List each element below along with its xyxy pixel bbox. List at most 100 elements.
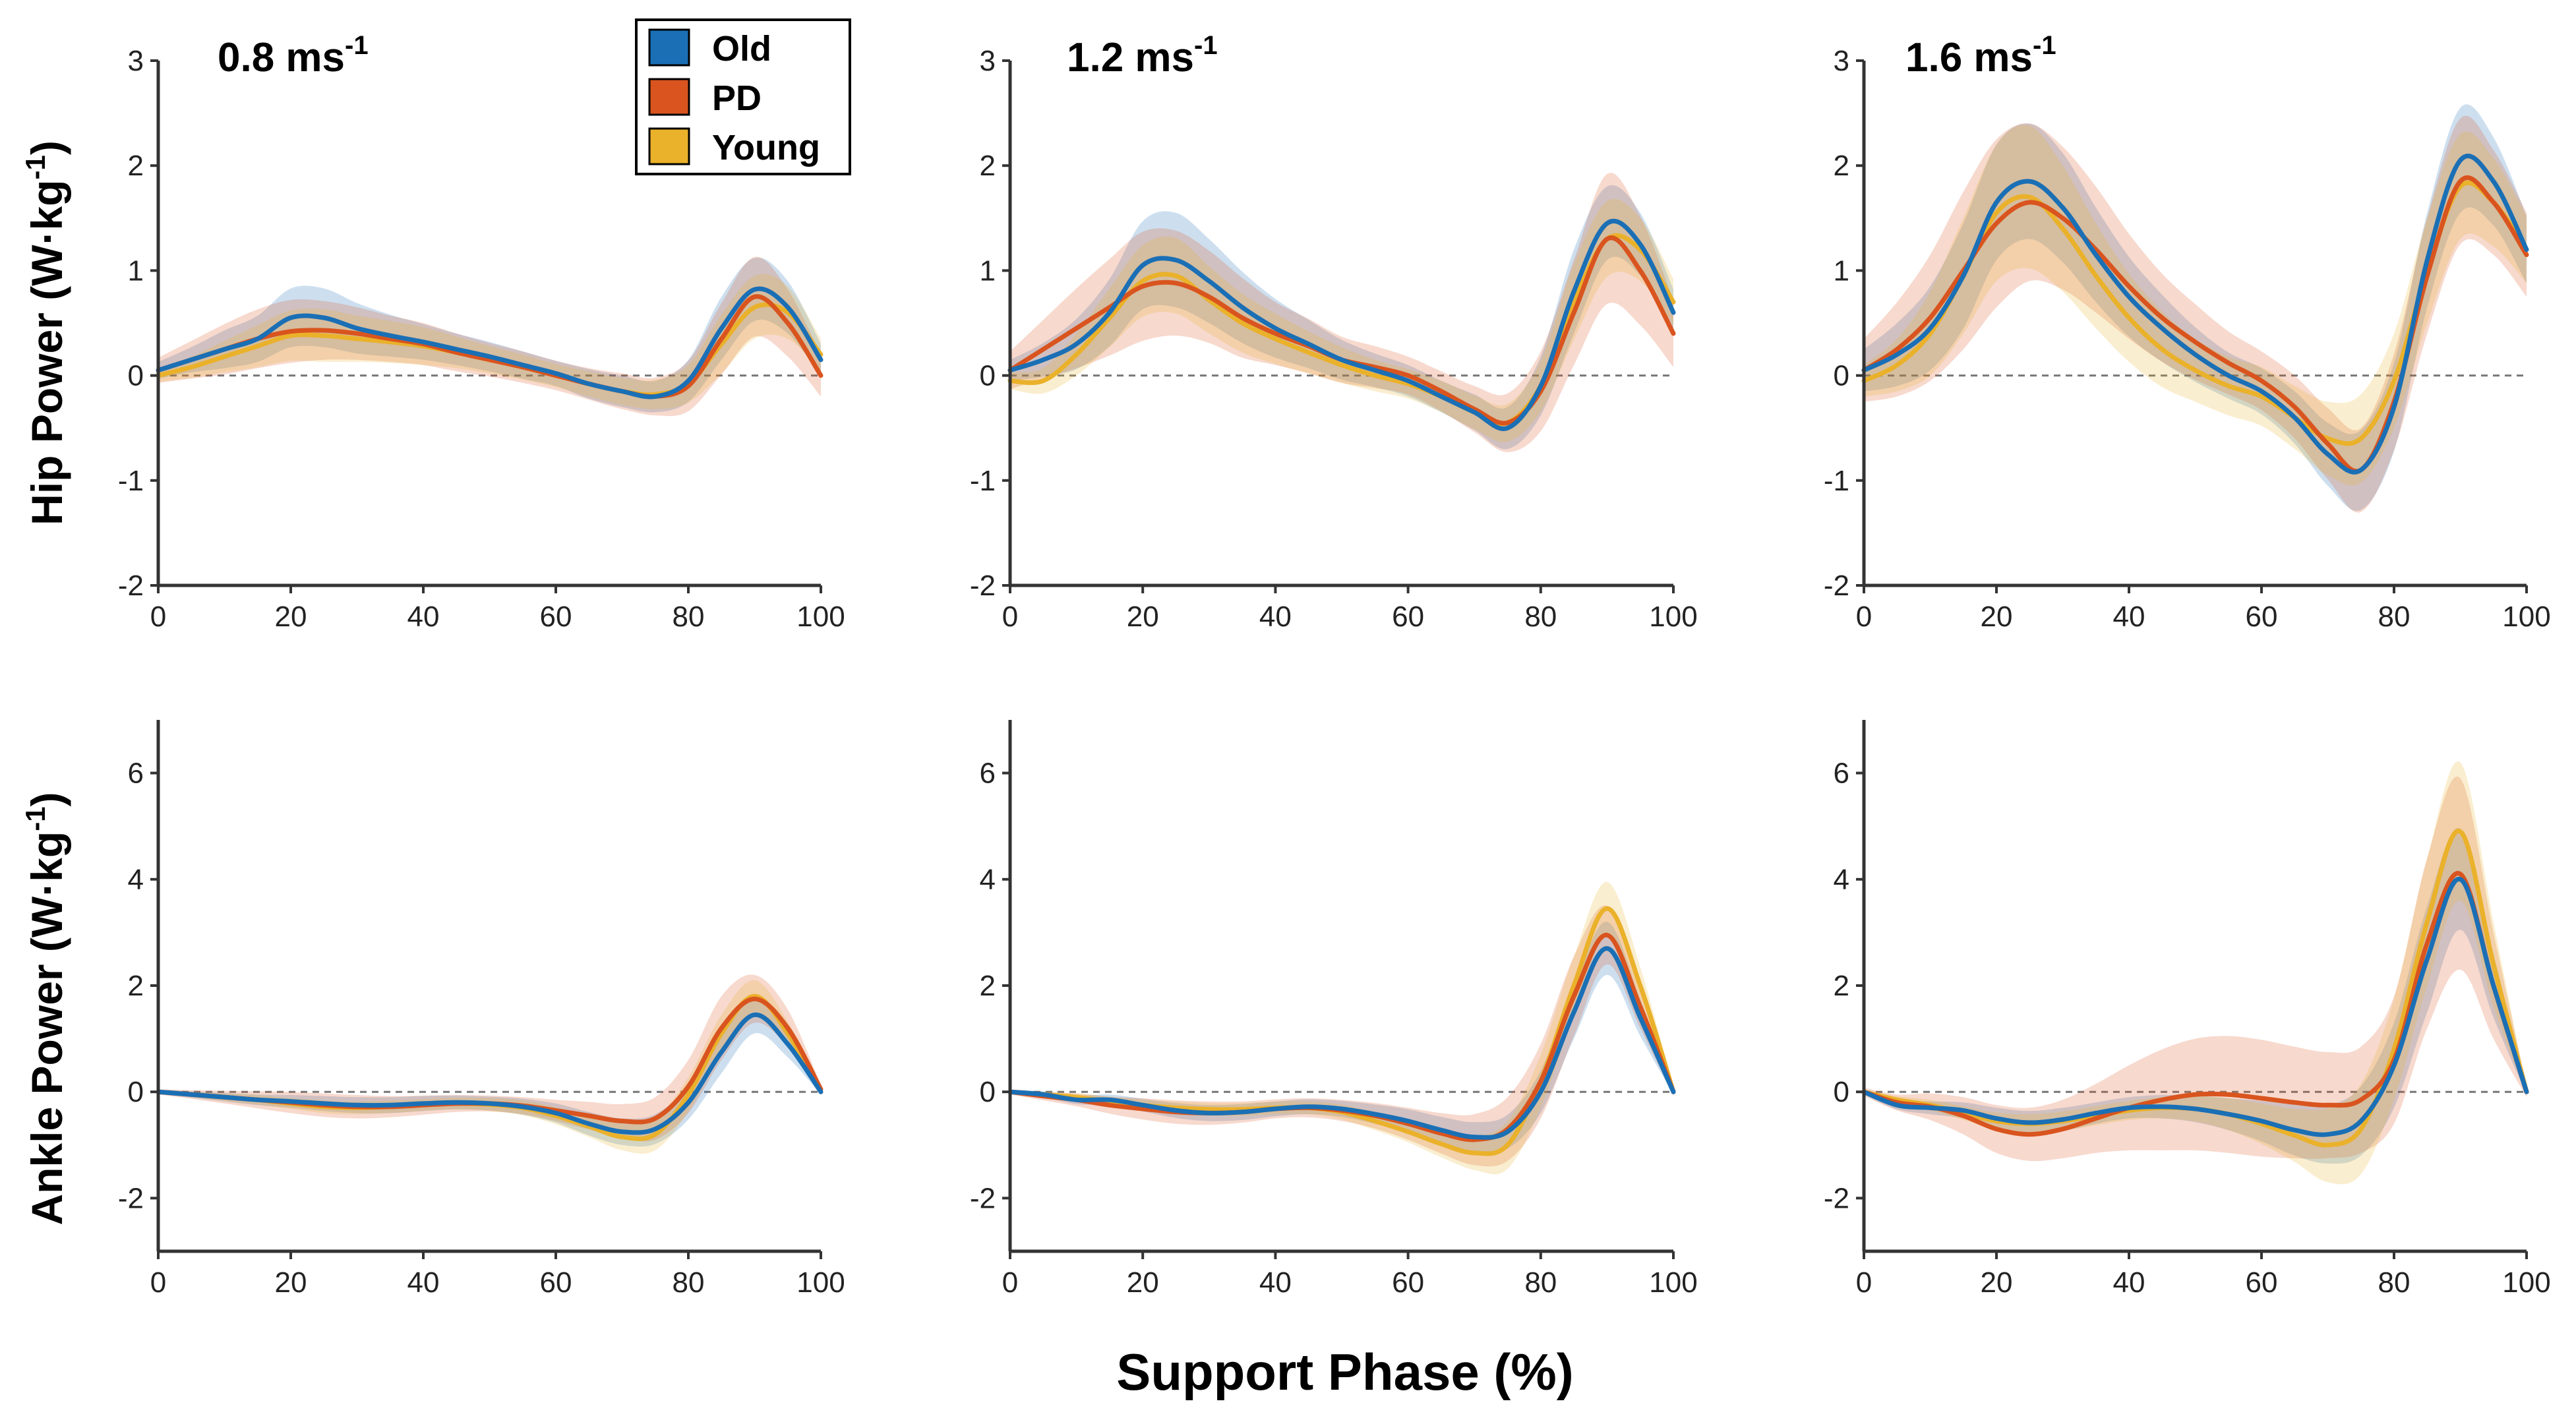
x-tick-label: 40 xyxy=(2113,601,2145,633)
line-old xyxy=(1007,946,1676,1140)
x-tick-label: 20 xyxy=(1127,601,1159,633)
row-label-hip: Hip Power (W·kg-1) xyxy=(20,140,71,525)
x-tick-label: 0 xyxy=(1002,601,1018,633)
x-tick-label: 100 xyxy=(1649,1266,1697,1299)
x-tick-label: 100 xyxy=(796,601,845,633)
y-tick-label: -2 xyxy=(118,1182,144,1214)
x-tick-label: 80 xyxy=(2378,601,2411,633)
legend-swatch-pd xyxy=(648,78,690,116)
band-pd xyxy=(1864,115,2527,513)
x-tick-label: 60 xyxy=(2246,1266,2278,1299)
legend-swatch-old xyxy=(648,28,690,67)
x-tick-label: 0 xyxy=(1856,1266,1872,1299)
y-tick-label: 6 xyxy=(128,757,144,790)
y-tick-label: -2 xyxy=(1824,1182,1849,1214)
x-tick-label: 40 xyxy=(407,601,440,633)
y-tick-label: -2 xyxy=(970,570,996,602)
legend-label-young: Young xyxy=(712,128,820,167)
y-tick-label: 0 xyxy=(1834,360,1849,392)
x-tick-label: 20 xyxy=(275,601,307,633)
band-old xyxy=(1010,185,1673,450)
x-axis-title: Support Phase (%) xyxy=(1116,1343,1573,1401)
x-tick-label: 80 xyxy=(673,1266,705,1299)
y-tick-label: -2 xyxy=(1824,570,1849,602)
y-tick-label: 2 xyxy=(128,970,144,1002)
x-tick-label: 40 xyxy=(2113,1266,2145,1299)
y-tick-label: 4 xyxy=(1834,864,1849,896)
x-tick-label: 0 xyxy=(1856,601,1872,633)
panel-0-2: -2 -1 0 1 2 3 0 20 40 60 80 100 xyxy=(1824,45,2551,633)
y-tick-label: -1 xyxy=(118,465,144,497)
band-young xyxy=(158,980,821,1154)
y-tick-label: 2 xyxy=(980,150,996,182)
x-tick-label: 100 xyxy=(796,1266,845,1299)
line-old xyxy=(156,1012,824,1135)
y-tick-label: 3 xyxy=(1834,45,1849,77)
legend-label-old: Old xyxy=(712,29,771,69)
x-tick-label: 0 xyxy=(1002,1266,1018,1299)
line-pd xyxy=(1861,175,2529,474)
y-tick-label: 0 xyxy=(980,360,996,392)
x-tick-label: 100 xyxy=(2502,601,2550,633)
band-old xyxy=(1864,104,2527,512)
x-tick-label: 0 xyxy=(150,601,166,633)
y-tick-label: 0 xyxy=(1834,1076,1849,1108)
y-tick-label: 1 xyxy=(128,254,144,287)
y-tick-label: -2 xyxy=(118,570,144,602)
y-tick-label: 2 xyxy=(1834,970,1849,1002)
band-old xyxy=(158,257,821,413)
band-young xyxy=(1010,881,1673,1175)
column-title-2: 1.6 ms-1 xyxy=(1905,31,2056,80)
x-tick-label: 20 xyxy=(1981,1266,2013,1299)
y-tick-label: 0 xyxy=(128,360,144,392)
y-tick-label: -1 xyxy=(1824,465,1849,497)
y-tick-label: 4 xyxy=(980,864,996,896)
y-tick-label: 3 xyxy=(980,45,996,77)
legend-swatch-young xyxy=(648,127,690,165)
y-tick-label: 0 xyxy=(128,1076,144,1108)
x-tick-label: 40 xyxy=(1259,1266,1292,1299)
y-tick-label: 3 xyxy=(128,45,144,77)
x-tick-label: 100 xyxy=(2502,1266,2550,1299)
x-tick-label: 0 xyxy=(150,1266,166,1299)
panel-0-0: -2 -1 0 1 2 3 0 20 40 60 80 100 xyxy=(118,45,845,633)
y-tick-label: 1 xyxy=(1834,254,1849,287)
x-tick-label: 60 xyxy=(540,1266,572,1299)
line-pd xyxy=(156,294,824,400)
x-tick-label: 60 xyxy=(2246,601,2278,633)
band-pd xyxy=(1010,173,1673,452)
x-tick-label: 80 xyxy=(673,601,705,633)
x-tick-label: 20 xyxy=(1127,1266,1159,1299)
y-tick-label: 6 xyxy=(980,757,996,790)
y-tick-label: 4 xyxy=(128,864,144,896)
line-old xyxy=(1861,877,2529,1137)
column-title-1: 1.2 ms-1 xyxy=(1067,31,1218,80)
row-label-ankle: Ankle Power (W·kg-1) xyxy=(20,792,71,1225)
line-old xyxy=(156,286,824,400)
x-tick-label: 40 xyxy=(1259,601,1292,633)
column-title-0: 0.8 ms-1 xyxy=(218,31,369,80)
legend-label-pd: PD xyxy=(712,78,762,118)
x-tick-label: 20 xyxy=(275,1266,307,1299)
x-tick-label: 80 xyxy=(1524,601,1557,633)
band-pd xyxy=(158,974,821,1142)
y-tick-label: -2 xyxy=(970,1182,996,1214)
line-old xyxy=(1861,154,2529,475)
line-pd xyxy=(1861,871,2529,1137)
x-tick-label: 80 xyxy=(1524,1266,1557,1299)
panel-0-1: -2 -1 0 1 2 3 0 20 40 60 80 100 xyxy=(970,45,1698,633)
x-tick-label: 60 xyxy=(1392,1266,1424,1299)
band-young xyxy=(1864,125,2527,486)
x-tick-label: 60 xyxy=(540,601,572,633)
y-tick-label: 2 xyxy=(980,970,996,1002)
y-tick-label: 1 xyxy=(980,254,996,287)
y-tick-label: 0 xyxy=(980,1076,996,1108)
band-pd xyxy=(1010,905,1673,1167)
line-old xyxy=(1007,218,1676,431)
x-tick-label: 80 xyxy=(2378,1266,2411,1299)
x-tick-label: 40 xyxy=(407,1266,440,1299)
